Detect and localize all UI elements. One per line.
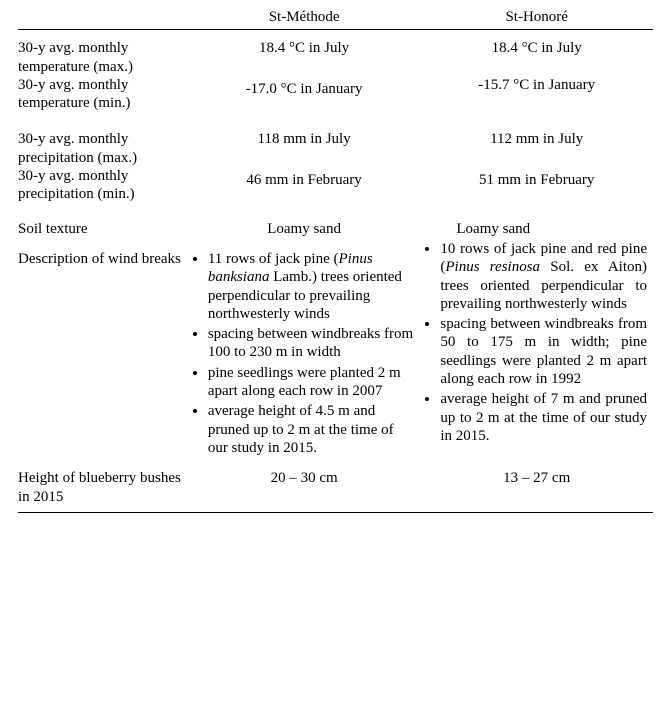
label-precip-max: 30-y avg. monthly precipitation (max.) [18,112,188,167]
row-temp-max: 30-y avg. monthly temperature (max.) 18.… [18,30,653,76]
cell-bushes-site2: 13 – 27 cm [420,459,653,506]
label-temp-min: 30-y avg. monthly temperature (min.) [18,76,188,113]
row-temp-min: 30-y avg. monthly temperature (min.) -17… [18,76,653,113]
table-header-row: St-Méthode St-Honoré [18,8,653,30]
cell-temp-max-site1: 18.4 °C in July [188,30,421,76]
cell-temp-min-site2: -15.7 °C in January [420,76,653,113]
cell-precip-max-site1: 118 mm in July [188,112,421,167]
header-site1: St-Méthode [188,8,421,30]
row-bushes: Height of blueberry bushes in 2015 20 – … [18,459,653,506]
climate-table: St-Méthode St-Honoré 30-y avg. monthly t… [18,8,653,506]
label-temp-max: 30-y avg. monthly temperature (max.) [18,30,188,76]
cell-temp-max-site2: 18.4 °C in July [420,30,653,76]
cell-precip-min-site1: 46 mm in February [188,167,421,204]
list-item: average height of 7 m and pruned up to 2… [440,390,653,445]
cell-windbreaks-site1: 11 rows of jack pine (Pinus banksiana La… [188,238,421,459]
cell-precip-max-site2: 112 mm in July [420,112,653,167]
row-windbreaks: Description of wind breaks 11 rows of ja… [18,238,653,459]
header-blank [18,8,188,30]
label-bushes: Height of blueberry bushes in 2015 [18,459,188,506]
list-item: spacing between windbreaks from 100 to 2… [208,325,421,362]
list-item: spacing between windbreaks from 50 to 17… [440,315,653,388]
cell-precip-min-site2: 51 mm in February [420,167,653,204]
page: St-Méthode St-Honoré 30-y avg. monthly t… [0,0,671,707]
label-windbreaks: Description of wind breaks [18,238,188,459]
row-precip-min: 30-y avg. monthly precipitation (min.) 4… [18,167,653,204]
label-precip-min: 30-y avg. monthly precipitation (min.) [18,167,188,204]
header-site2: St-Honoré [420,8,653,30]
cell-temp-min-site1: -17.0 °C in January [188,76,421,113]
label-soil: Soil texture [18,204,188,238]
cell-soil-site1: Loamy sand [188,204,421,238]
bottom-rule [18,512,653,513]
row-soil: Soil texture Loamy sand Loamy sand [18,204,653,238]
row-precip-max: 30-y avg. monthly precipitation (max.) 1… [18,112,653,167]
cell-soil-site2: Loamy sand [420,204,653,238]
windbreaks-list-site1: 11 rows of jack pine (Pinus banksiana La… [188,250,421,457]
list-item: pine seedlings were planted 2 m apart al… [208,364,421,401]
list-item: 11 rows of jack pine (Pinus banksiana La… [208,250,421,323]
cell-windbreaks-site2: 10 rows of jack pine and red pine (Pinus… [420,238,653,459]
cell-bushes-site1: 20 – 30 cm [188,459,421,506]
windbreaks-list-site2: 10 rows of jack pine and red pine (Pinus… [420,240,653,445]
list-item: average height of 4.5 m and pruned up to… [208,402,421,457]
list-item: 10 rows of jack pine and red pine (Pinus… [440,240,653,313]
